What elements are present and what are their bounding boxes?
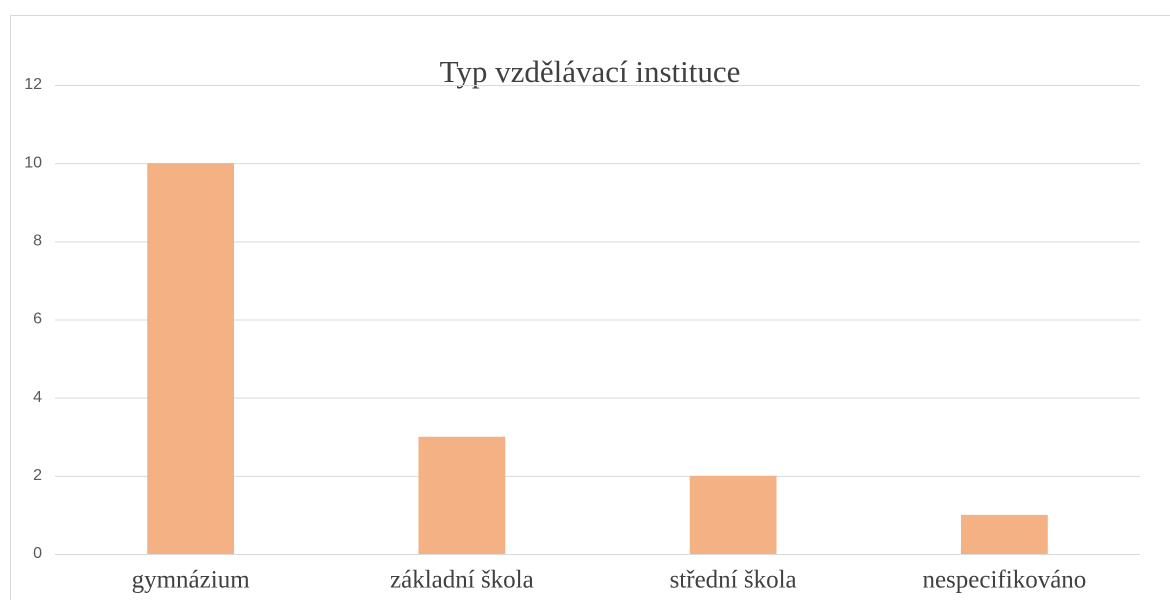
bar — [418, 436, 506, 554]
bar — [689, 475, 777, 554]
bar — [147, 163, 235, 554]
x-tick-label: gymnázium — [132, 567, 251, 594]
y-tick-label: 10 — [24, 154, 42, 171]
y-tick-label: 2 — [33, 467, 42, 484]
x-tick-label: střední škola — [670, 567, 797, 594]
chart-frame — [10, 15, 1170, 600]
bar — [960, 514, 1048, 554]
y-tick-label: 6 — [33, 311, 42, 328]
y-tick-label: 4 — [33, 389, 42, 406]
x-tick-label: základní škola — [390, 567, 534, 594]
y-tick-label: 8 — [33, 233, 42, 250]
y-tick-label: 12 — [24, 76, 42, 93]
chart-title: Typ vzdělávací instituce — [440, 54, 741, 89]
y-tick-label: 0 — [33, 545, 42, 562]
x-tick-label: nespecifikováno — [922, 567, 1086, 594]
